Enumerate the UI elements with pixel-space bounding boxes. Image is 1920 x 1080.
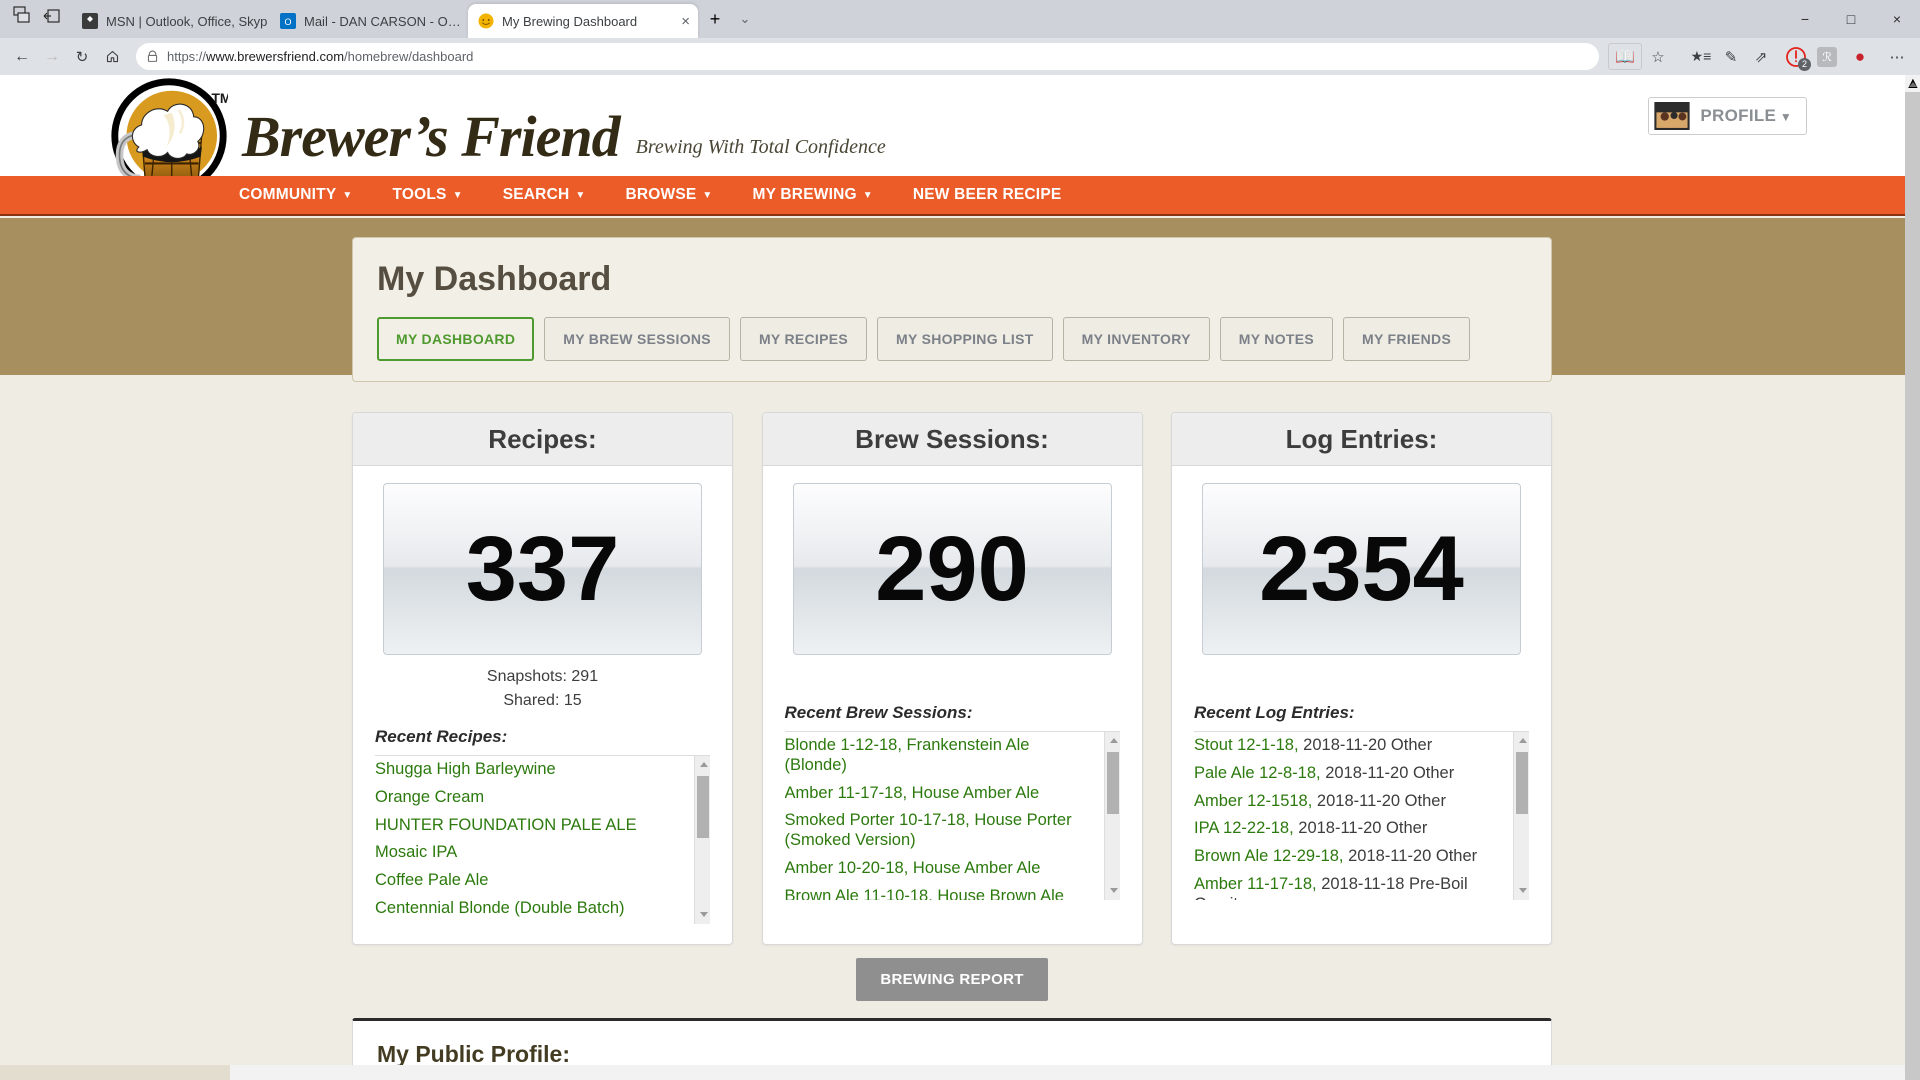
svg-text:TM: TM <box>212 91 228 106</box>
svg-text:O: O <box>284 17 291 27</box>
